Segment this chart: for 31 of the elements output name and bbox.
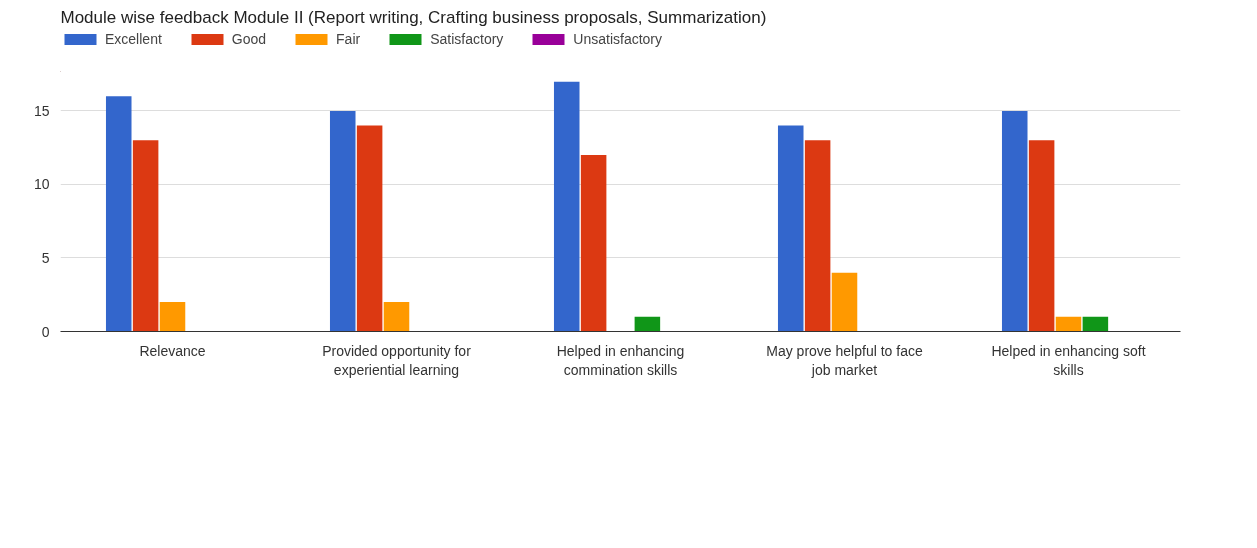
y-tick-label: 10 xyxy=(33,176,50,193)
x-tick-label: May prove helpful to face job market xyxy=(766,342,923,378)
bar xyxy=(105,96,132,332)
bar xyxy=(777,125,804,332)
bar xyxy=(634,316,661,332)
bar xyxy=(553,81,580,332)
bar xyxy=(804,140,831,332)
bar xyxy=(329,110,356,332)
bar xyxy=(1082,316,1109,332)
bar xyxy=(580,155,607,332)
bar xyxy=(132,140,159,332)
legend-label: Satisfactory xyxy=(430,31,504,47)
x-tick-label: Helped in enhancing commination skills xyxy=(556,342,685,378)
bar xyxy=(1028,140,1055,332)
bar xyxy=(1055,316,1082,332)
bar xyxy=(159,302,186,332)
y-tick-label: 5 xyxy=(41,249,50,266)
x-tick-label: Provided opportunity for experiential learning xyxy=(322,342,472,378)
y-tick-label: 0 xyxy=(41,323,50,340)
bar xyxy=(1001,110,1028,332)
bar xyxy=(831,272,858,332)
x-tick-label: Helped in enhancing soft skills xyxy=(991,342,1146,378)
legend-label: Fair xyxy=(336,31,361,47)
legend-label: Unsatisfactory xyxy=(573,31,663,47)
chart-title: Module wise feedback Module II (Report writing, Crafting business proposals, Summarization) xyxy=(60,7,767,27)
legend-label: Excellent xyxy=(105,31,162,47)
x-tick-label: Relevance xyxy=(139,342,206,359)
y-tick-label: 15 xyxy=(33,102,50,119)
legend-label: Good xyxy=(231,31,267,47)
bar xyxy=(356,125,383,332)
bar xyxy=(383,302,410,332)
